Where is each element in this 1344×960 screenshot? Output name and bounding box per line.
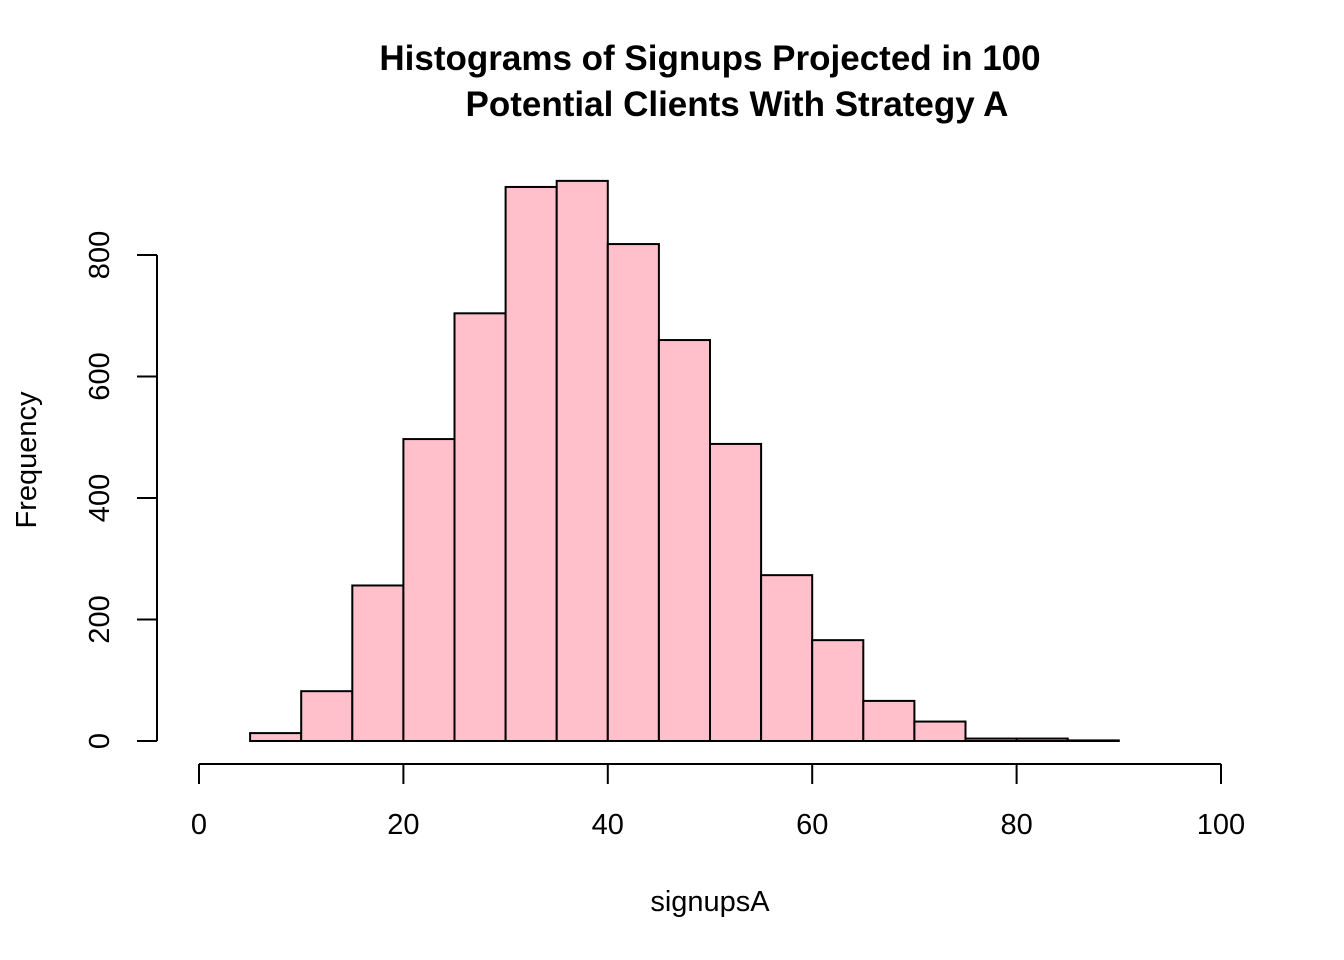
histogram-bar xyxy=(964,737,1018,743)
x-tick-label: 0 xyxy=(191,809,207,841)
x-tick-label: 40 xyxy=(592,809,624,841)
x-tick-label: 100 xyxy=(1197,809,1245,841)
chart-title-line-2: Potential Clients With Strategy A xyxy=(466,85,1009,124)
histogram-bar xyxy=(1066,739,1120,743)
histogram-bar xyxy=(555,179,609,742)
histogram-bar xyxy=(657,339,712,742)
y-tick-label: 400 xyxy=(84,474,116,522)
y-axis: 0 200 400 600 800 xyxy=(84,231,158,749)
histogram-bar xyxy=(1015,737,1069,743)
histogram-bar xyxy=(504,185,558,742)
histogram-bar xyxy=(862,699,916,743)
x-axis: 0 20 40 60 80 100 xyxy=(191,763,1245,841)
y-tick-label: 0 xyxy=(84,733,116,749)
histogram-bar xyxy=(709,442,763,742)
x-tick-label: 80 xyxy=(1000,809,1032,841)
histogram-bar xyxy=(402,438,456,742)
histogram-bars xyxy=(249,179,1120,743)
histogram-bar xyxy=(453,312,507,742)
histogram-bar xyxy=(606,243,660,742)
histogram-bar xyxy=(249,732,303,742)
histogram-bar xyxy=(760,574,814,743)
histogram-bar xyxy=(300,690,354,742)
y-axis-label: Frequency xyxy=(11,391,43,529)
x-tick-label: 20 xyxy=(387,809,419,841)
y-tick-label: 200 xyxy=(84,595,116,643)
histogram-bar xyxy=(351,584,405,742)
histogram-bar xyxy=(811,639,865,743)
x-tick-label: 60 xyxy=(796,809,828,841)
chart-title-line-1: Histograms of Signups Projected in 100 xyxy=(379,39,1040,78)
x-axis-label: signupsA xyxy=(650,886,770,918)
histogram-bar xyxy=(913,720,967,742)
y-tick-label: 600 xyxy=(84,352,116,400)
y-tick-label: 800 xyxy=(84,231,116,279)
